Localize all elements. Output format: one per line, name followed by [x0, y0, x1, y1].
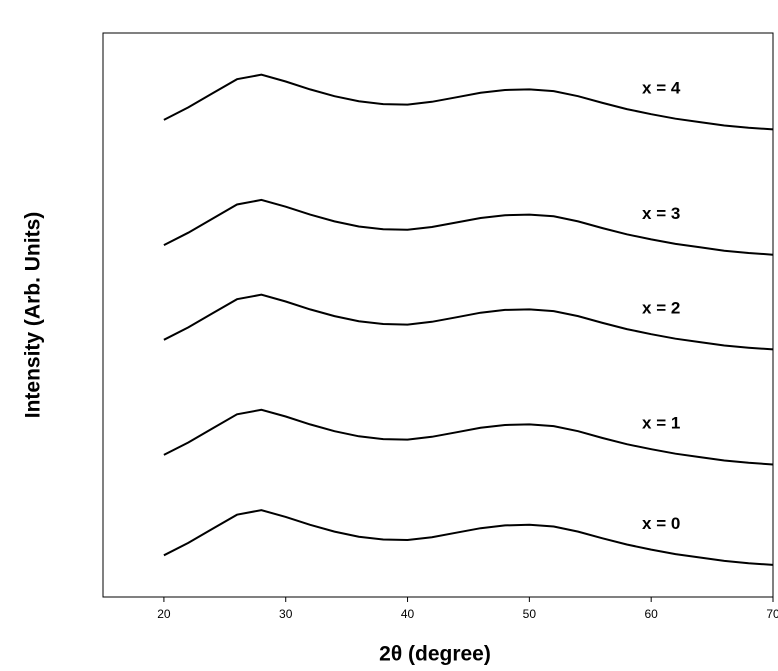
series-label: x = 0 [642, 514, 680, 533]
series-label: x = 4 [642, 79, 681, 98]
series-label: x = 3 [642, 204, 680, 223]
x-tick-label: 40 [401, 607, 415, 621]
chart: 2θ (degree) Intensity (Arb. Units) 20 30 4… [0, 0, 778, 671]
y-axis-label: Intensity (Arb. Units) [22, 212, 45, 419]
x-tick-label: 60 [645, 607, 659, 621]
series-line [164, 510, 773, 565]
x-tick-label: 70 [766, 607, 778, 621]
series-line [164, 295, 773, 350]
series-line [164, 200, 773, 255]
x-tick-label: 30 [279, 607, 293, 621]
x-tick-label: 50 [523, 607, 537, 621]
series-line [164, 410, 773, 465]
series-line [164, 75, 773, 130]
series-label: x = 2 [642, 299, 680, 318]
x-axis-label: 2θ (degree) [379, 643, 491, 666]
x-tick-label: 20 [157, 607, 171, 621]
series-label: x = 1 [642, 414, 680, 433]
